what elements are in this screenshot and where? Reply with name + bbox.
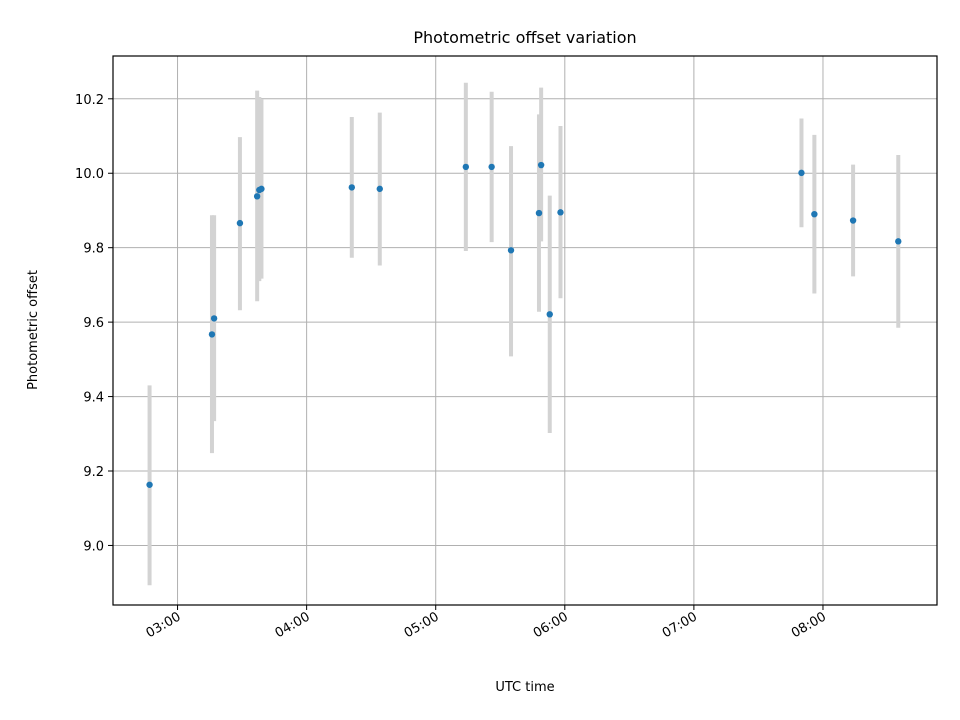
data-point: [535, 209, 543, 217]
data-point: [462, 163, 470, 171]
y-tick-label: 9.4: [83, 391, 104, 406]
data-points: [146, 161, 902, 488]
data-point: [376, 185, 383, 193]
data-point: [208, 331, 216, 338]
data-point: [849, 217, 857, 224]
data-point: [798, 169, 805, 177]
y-tick-label: 9.6: [83, 316, 104, 331]
data-point: [537, 161, 545, 169]
data-point: [557, 209, 564, 216]
data-point: [488, 163, 495, 171]
data-point: [811, 210, 818, 218]
data-point: [348, 184, 356, 191]
data-point: [546, 311, 553, 318]
plot-frame: [112, 55, 938, 606]
y-tick-label: 10.0: [75, 167, 104, 182]
data-point: [895, 238, 902, 245]
x-axis-label: UTC time: [495, 680, 554, 695]
grid-lines: [113, 56, 937, 605]
y-axis-label: Photometric offset: [26, 270, 41, 390]
y-tick-label: 9.0: [83, 539, 104, 554]
y-tick-label: 10.2: [75, 93, 104, 108]
data-point: [210, 315, 218, 322]
data-point: [146, 481, 153, 488]
data-point: [507, 247, 515, 254]
data-point: [258, 185, 265, 193]
y-tick-label: 9.8: [83, 242, 104, 257]
data-point: [236, 219, 244, 227]
y-tick-label: 9.2: [83, 465, 104, 480]
chart-title: Photometric offset variation: [413, 28, 636, 47]
data-point: [253, 193, 261, 200]
